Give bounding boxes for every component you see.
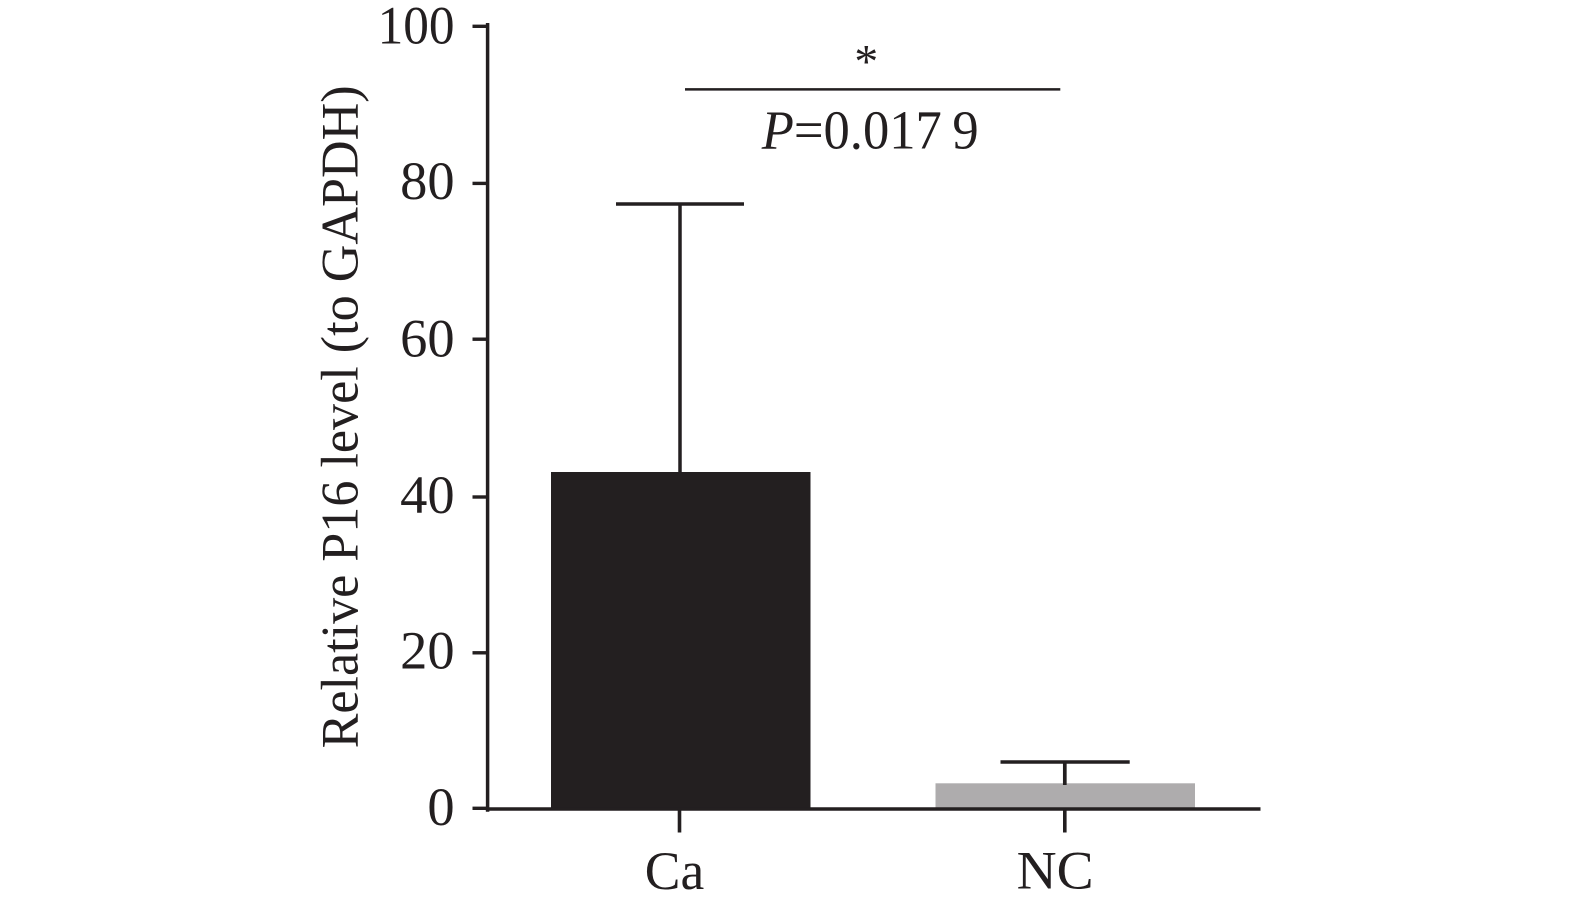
svg-text:0: 0 — [427, 776, 454, 837]
svg-text:Relative P16 level (to GAPDH): Relative P16 level (to GAPDH) — [312, 85, 370, 748]
svg-text:60: 60 — [400, 308, 455, 369]
svg-text:100: 100 — [378, 0, 455, 56]
svg-text:80: 80 — [400, 150, 455, 211]
svg-text:20: 20 — [400, 619, 455, 680]
svg-text:*: * — [854, 36, 878, 89]
svg-text:P=0.017 9: P=0.017 9 — [761, 100, 979, 161]
svg-text:NC: NC — [1017, 840, 1094, 900]
svg-text:40: 40 — [400, 464, 455, 525]
svg-text:Ca: Ca — [645, 841, 705, 901]
